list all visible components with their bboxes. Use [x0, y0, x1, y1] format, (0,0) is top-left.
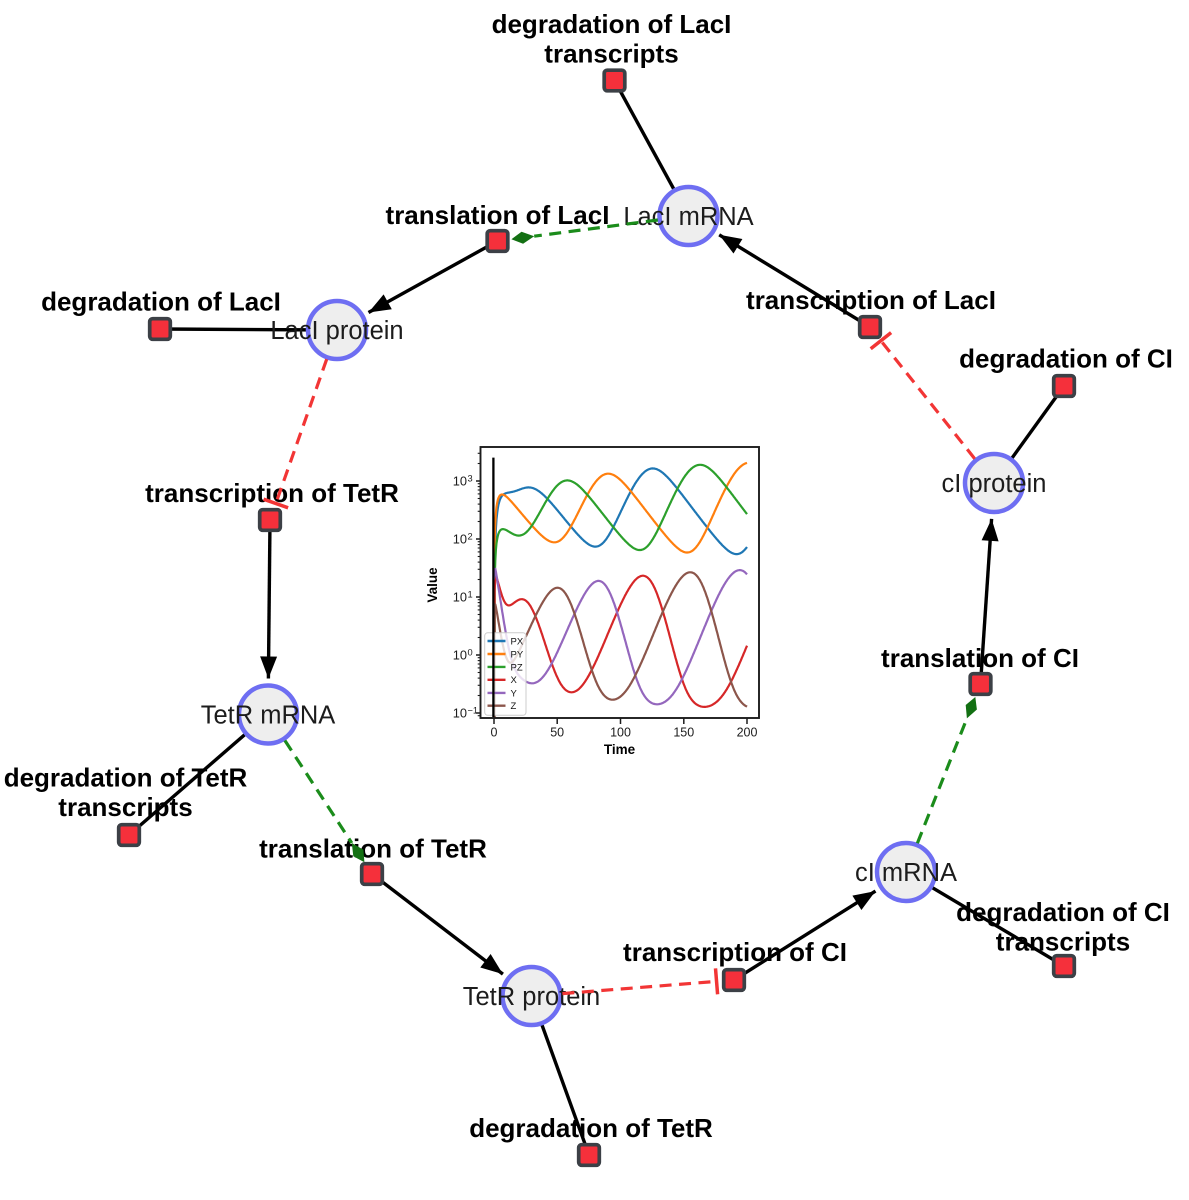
- svg-text:LacI mRNA: LacI mRNA: [623, 203, 753, 231]
- svg-text:cI protein: cI protein: [942, 470, 1047, 498]
- svg-text:degradation of TetR: degradation of TetR: [469, 1113, 713, 1143]
- svg-text:cI mRNA: cI mRNA: [855, 859, 957, 887]
- svg-text:10: 10: [453, 706, 467, 721]
- svg-text:translation of TetR: translation of TetR: [259, 834, 487, 864]
- svg-text:transcripts: transcripts: [996, 927, 1130, 957]
- svg-text:Z: Z: [511, 701, 517, 712]
- svg-text:degradation of LacI: degradation of LacI: [41, 287, 281, 317]
- svg-text:transcription of CI: transcription of CI: [623, 937, 847, 967]
- svg-text:10: 10: [453, 532, 467, 547]
- svg-text:transcripts: transcripts: [544, 39, 678, 69]
- svg-text:translation of CI: translation of CI: [881, 643, 1079, 673]
- svg-text:150: 150: [673, 726, 694, 740]
- svg-text:degradation of CI: degradation of CI: [959, 344, 1173, 374]
- svg-text:degradation of CI: degradation of CI: [956, 897, 1170, 927]
- svg-text:0: 0: [491, 726, 498, 740]
- svg-text:100: 100: [610, 726, 631, 740]
- svg-text:PZ: PZ: [511, 662, 523, 673]
- svg-text:Value: Value: [425, 567, 440, 603]
- svg-text:transcripts: transcripts: [58, 792, 192, 822]
- svg-text:10: 10: [453, 648, 467, 663]
- svg-text:Y: Y: [511, 688, 518, 699]
- svg-text:TetR mRNA: TetR mRNA: [201, 702, 336, 730]
- svg-text:1: 1: [468, 590, 473, 600]
- svg-text:10: 10: [453, 590, 467, 605]
- svg-text:Time: Time: [604, 742, 636, 757]
- svg-text:0: 0: [468, 648, 473, 658]
- svg-text:10: 10: [453, 474, 467, 489]
- svg-text:TetR protein: TetR protein: [463, 983, 601, 1011]
- svg-text:degradation of LacI: degradation of LacI: [492, 9, 732, 39]
- svg-text:−1: −1: [468, 706, 479, 716]
- svg-text:translation of LacI: translation of LacI: [386, 200, 610, 230]
- svg-text:2: 2: [468, 532, 473, 542]
- svg-text:PX: PX: [511, 636, 524, 647]
- svg-text:200: 200: [737, 726, 758, 740]
- svg-text:LacI protein: LacI protein: [270, 317, 403, 345]
- svg-text:degradation of TetR: degradation of TetR: [4, 763, 248, 793]
- svg-text:3: 3: [468, 474, 473, 484]
- svg-text:PY: PY: [511, 649, 524, 660]
- svg-text:50: 50: [550, 726, 564, 740]
- svg-text:X: X: [511, 675, 518, 686]
- svg-text:transcription of LacI: transcription of LacI: [746, 285, 996, 315]
